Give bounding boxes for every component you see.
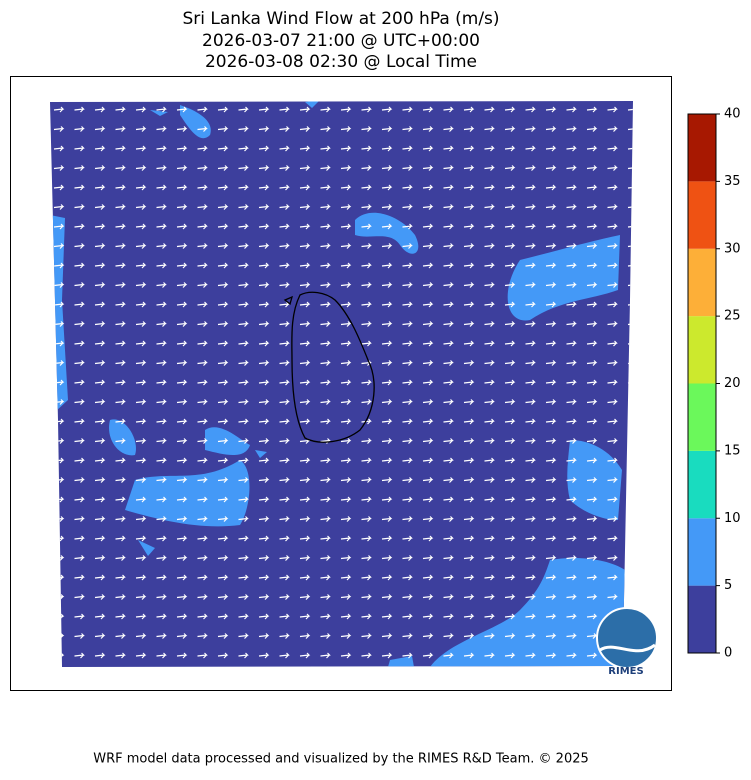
title-line: 2026-03-08 02:30 @ Local Time	[205, 52, 477, 72]
colorbar-tick-label: 30	[724, 241, 741, 256]
sri-lanka-outline	[283, 291, 375, 443]
title-line: Sri Lanka Wind Flow at 200 hPa (m/s)	[182, 9, 499, 29]
map-frame	[10, 76, 672, 691]
colorbar-tick-label: 20	[724, 376, 741, 391]
colorbar-segment	[688, 181, 716, 249]
colorbar: 0 5 10 15 20 25 30 35 40	[687, 107, 741, 661]
colorbar-tick-label: 10	[724, 511, 741, 526]
title-line: 2026-03-07 21:00 @ UTC+00:00	[202, 31, 480, 51]
map-area	[50, 101, 633, 667]
logo: RIMES	[596, 607, 658, 677]
colorbar-tick-label: 40	[724, 107, 741, 122]
logo-text: RIMES	[608, 666, 643, 677]
colorbar-segment	[688, 585, 716, 653]
colorbar-segment	[688, 248, 716, 317]
colorbar-tick-label: 25	[724, 309, 741, 324]
colorbar-segment	[688, 518, 716, 586]
colorbar-tick-label: 15	[724, 443, 741, 458]
colorbar-segment	[688, 316, 716, 384]
logo-emblem	[596, 607, 658, 669]
colorbar-tick-label: 35	[724, 174, 741, 189]
colorbar-tick-label: 5	[724, 578, 732, 593]
logo-wave	[599, 643, 656, 653]
colorbar-segment	[688, 450, 716, 519]
colorbar-tick-label: 0	[724, 646, 732, 661]
colorbar-segment	[688, 383, 716, 451]
colorbar-segment	[688, 114, 716, 182]
footer: WRF model data processed and visualized …	[93, 752, 589, 767]
wind-arrows	[50, 101, 633, 667]
